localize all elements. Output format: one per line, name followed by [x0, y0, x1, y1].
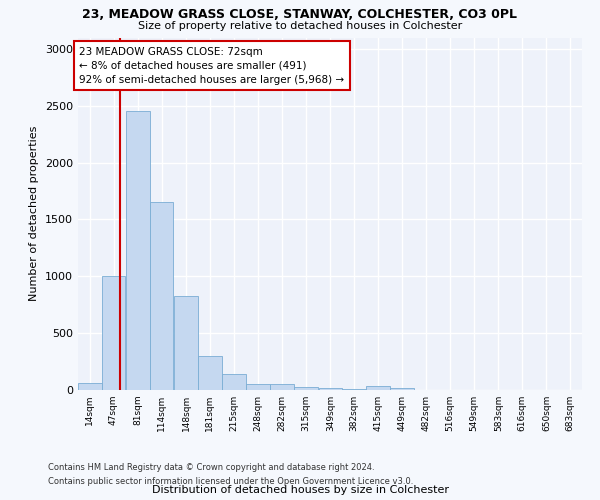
Text: Distribution of detached houses by size in Colchester: Distribution of detached houses by size …: [151, 485, 449, 495]
Text: Contains HM Land Registry data © Crown copyright and database right 2024.: Contains HM Land Registry data © Crown c…: [48, 464, 374, 472]
Text: Contains public sector information licensed under the Open Government Licence v3: Contains public sector information licen…: [48, 477, 413, 486]
Bar: [198, 356, 221, 390]
Text: Size of property relative to detached houses in Colchester: Size of property relative to detached ho…: [138, 21, 462, 31]
Bar: [174, 296, 198, 390]
Bar: [271, 384, 294, 390]
Bar: [126, 112, 150, 390]
Bar: [78, 383, 101, 390]
Bar: [294, 386, 318, 390]
Bar: [223, 374, 246, 390]
Bar: [319, 388, 342, 390]
Text: 23, MEADOW GRASS CLOSE, STANWAY, COLCHESTER, CO3 0PL: 23, MEADOW GRASS CLOSE, STANWAY, COLCHES…: [83, 8, 517, 20]
Bar: [150, 202, 173, 390]
Bar: [391, 388, 414, 390]
Text: 23 MEADOW GRASS CLOSE: 72sqm
← 8% of detached houses are smaller (491)
92% of se: 23 MEADOW GRASS CLOSE: 72sqm ← 8% of det…: [79, 46, 344, 84]
Y-axis label: Number of detached properties: Number of detached properties: [29, 126, 40, 302]
Bar: [366, 386, 389, 390]
Bar: [246, 384, 269, 390]
Bar: [342, 389, 366, 390]
Bar: [101, 276, 125, 390]
